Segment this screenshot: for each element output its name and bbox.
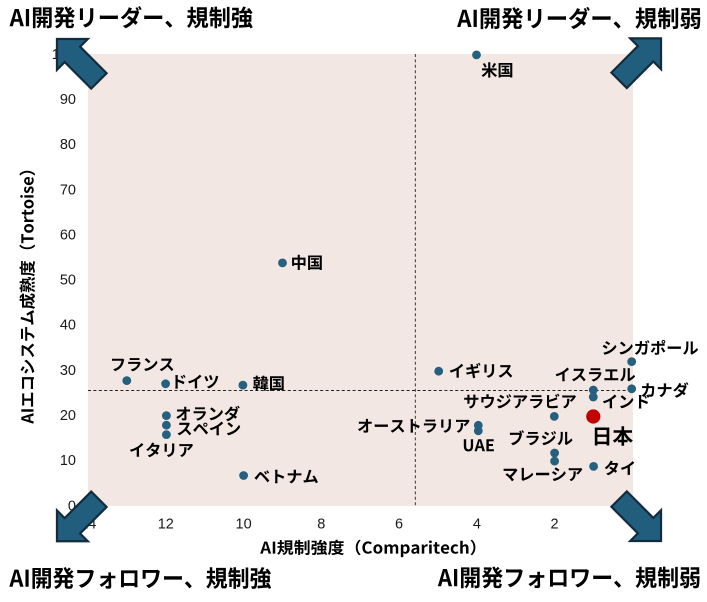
svg-text:10: 10 — [236, 517, 252, 533]
svg-text:80: 80 — [60, 137, 76, 153]
svg-text:20: 20 — [60, 408, 76, 424]
svg-text:4: 4 — [473, 517, 481, 533]
svg-text:10: 10 — [60, 453, 76, 469]
svg-text:2: 2 — [551, 517, 559, 533]
svg-text:8: 8 — [317, 517, 325, 533]
svg-text:0: 0 — [68, 498, 76, 514]
svg-text:90: 90 — [60, 92, 76, 108]
svg-text:30: 30 — [60, 363, 76, 379]
svg-text:50: 50 — [60, 273, 76, 289]
svg-text:6: 6 — [395, 517, 403, 533]
svg-text:40: 40 — [60, 318, 76, 334]
svg-text:60: 60 — [60, 227, 76, 243]
svg-text:70: 70 — [60, 182, 76, 198]
svg-text:12: 12 — [158, 517, 174, 533]
